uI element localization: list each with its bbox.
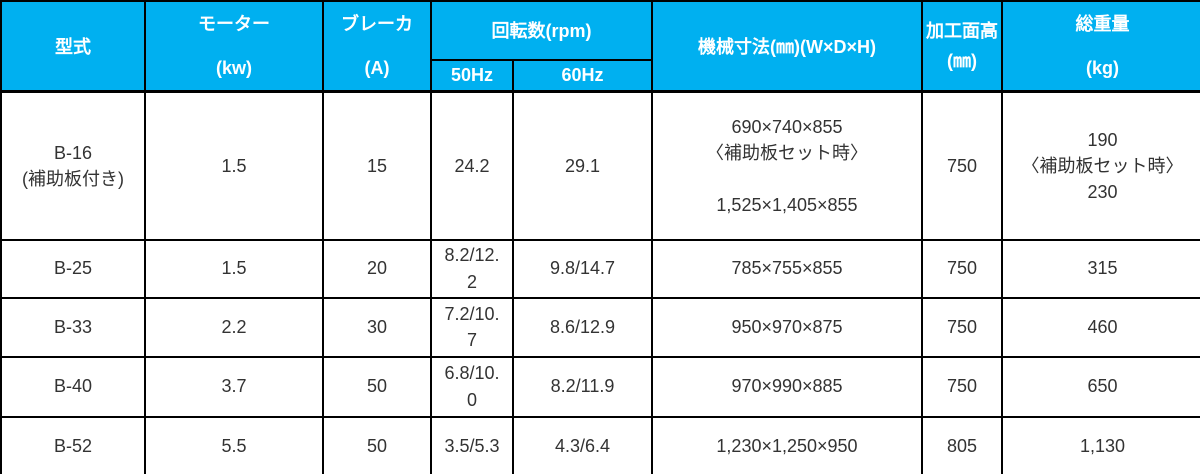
cell-work-surface-height: 750	[921, 355, 1003, 418]
cell-motor-kw: 3.7	[144, 355, 324, 418]
cell-total-weight: 315	[1001, 238, 1200, 299]
cell-total-weight: 1,130	[1001, 415, 1200, 474]
cell-breaker-a: 50	[322, 355, 432, 418]
header-breaker-a: ブレーカ (A)	[322, 0, 432, 93]
header-60hz: 60Hz	[512, 58, 653, 93]
cell-breaker-a: 30	[322, 296, 432, 358]
cell-rpm-50hz: 6.8/10.0	[430, 355, 514, 418]
cell-dimensions: 1,230×1,250×950	[651, 415, 923, 474]
cell-motor-kw: 2.2	[144, 296, 324, 358]
cell-work-surface-height: 750	[921, 90, 1003, 241]
cell-breaker-a: 15	[322, 90, 432, 241]
table-header: 型式 モーター (kw) ブレーカ (A) 回転数(rpm) 機械寸法(㎜)(W…	[0, 0, 1200, 93]
cell-rpm-50hz: 7.2/10.7	[430, 296, 514, 358]
table-body: B-16 (補助板付き) 1.5 15 24.2 29.1 690×740×85…	[0, 90, 1200, 474]
cell-rpm-60hz: 4.3/6.4	[512, 415, 653, 474]
header-dimensions: 機械寸法(㎜)(W×D×H)	[651, 0, 923, 93]
cell-rpm-50hz: 3.5/5.3	[430, 415, 514, 474]
header-total-weight: 総重量 (kg)	[1001, 0, 1200, 93]
cell-breaker-a: 50	[322, 415, 432, 474]
cell-model: B-25	[0, 238, 146, 299]
cell-dimensions: 970×990×885	[651, 355, 923, 418]
table-row-b33: B-33 2.2 30 7.2/10.7 8.6/12.9 950×970×87…	[0, 296, 1200, 358]
cell-breaker-a: 20	[322, 238, 432, 299]
cell-rpm-60hz: 8.6/12.9	[512, 296, 653, 358]
cell-rpm-50hz: 24.2	[430, 90, 514, 241]
cell-rpm-50hz: 8.2/12.2	[430, 238, 514, 299]
cell-model: B-16 (補助板付き)	[0, 90, 146, 241]
cell-dimensions: 785×755×855	[651, 238, 923, 299]
table-row-b25: B-25 1.5 20 8.2/12.2 9.8/14.7 785×755×85…	[0, 238, 1200, 299]
header-motor-kw: モーター (kw)	[144, 0, 324, 93]
header-50hz: 50Hz	[430, 58, 514, 93]
cell-total-weight: 460	[1001, 296, 1200, 358]
cell-model: B-33	[0, 296, 146, 358]
header-model: 型式	[0, 0, 146, 93]
cell-total-weight: 190 〈補助板セット時〉 230	[1001, 90, 1200, 241]
cell-model: B-40	[0, 355, 146, 418]
cell-work-surface-height: 750	[921, 296, 1003, 358]
header-work-surface-height: 加工面高 (㎜)	[921, 0, 1003, 93]
cell-work-surface-height: 805	[921, 415, 1003, 474]
cell-dimensions: 690×740×855 〈補助板セット時〉 1,525×1,405×855	[651, 90, 923, 241]
table-row-b16: B-16 (補助板付き) 1.5 15 24.2 29.1 690×740×85…	[0, 90, 1200, 241]
cell-motor-kw: 5.5	[144, 415, 324, 474]
header-rotation-rpm: 回転数(rpm)	[430, 0, 653, 61]
cell-total-weight: 650	[1001, 355, 1200, 418]
cell-rpm-60hz: 8.2/11.9	[512, 355, 653, 418]
cell-work-surface-height: 750	[921, 238, 1003, 299]
cell-model: B-52	[0, 415, 146, 474]
table-row-b40: B-40 3.7 50 6.8/10.0 8.2/11.9 970×990×88…	[0, 355, 1200, 418]
table-row-b52: B-52 5.5 50 3.5/5.3 4.3/6.4 1,230×1,250×…	[0, 415, 1200, 474]
cell-rpm-60hz: 9.8/14.7	[512, 238, 653, 299]
cell-dimensions: 950×970×875	[651, 296, 923, 358]
cell-rpm-60hz: 29.1	[512, 90, 653, 241]
cell-motor-kw: 1.5	[144, 238, 324, 299]
cell-motor-kw: 1.5	[144, 90, 324, 241]
